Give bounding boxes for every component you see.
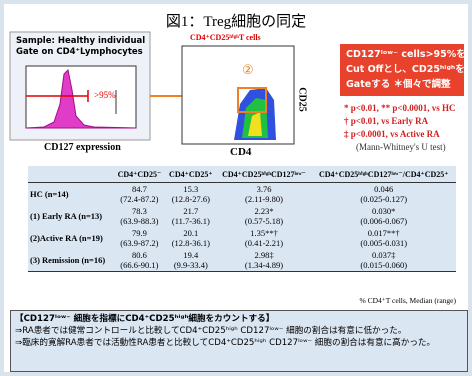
table-cell: 15.3(12.8-27.6): [165, 183, 216, 206]
table-row: (1) Early RA (n=13)78.3(63.9-88.3)21.7(1…: [28, 205, 456, 227]
callout-line: Cut Offとし、CD25ʰⁱᵍʰを: [346, 62, 466, 77]
table-cell: 2.23*(0.57-5.18): [217, 205, 312, 227]
cell-range: (0.005-0.031): [313, 238, 454, 248]
summary-box: 【CD127ˡᵒʷ⁻ 細胞を指標にCD4⁺CD25ʰⁱᵍʰ細胞をカウントする】 …: [10, 310, 468, 372]
stat-line: (Mann-Whitney's U test): [344, 141, 456, 154]
summary-heading: 【CD127ˡᵒʷ⁻ 細胞を指標にCD4⁺CD25ʰⁱᵍʰ細胞をカウントする】: [15, 313, 463, 325]
cell-range: (63.9-88.3): [116, 216, 163, 226]
sample-label: Sample: Healthy individual: [16, 36, 145, 46]
table-cell: 21.7(11.7-36.1): [165, 205, 216, 227]
header-row: CD4⁺CD25⁻CD4⁺CD25⁺CD4⁺CD25ʰⁱᵍʰCD127ˡᵒʷ⁻C…: [28, 166, 456, 183]
cell-value: 0.030*: [313, 206, 454, 216]
slide: 図1：Treg細胞の同定 Sample: Healthy individual …: [4, 4, 468, 372]
cell-value: 0.037‡: [313, 250, 454, 260]
header-cell: CD4⁺CD25⁻: [114, 166, 165, 183]
marker: ②: [242, 62, 254, 78]
cell-range: (1.34-4.89): [219, 260, 310, 270]
header-cell: CD4⁺CD25ʰⁱᵍʰCD127ˡᵒʷ⁻/CD4⁺CD25⁺: [311, 166, 456, 183]
table-cell: 2.98‡(1.34-4.89): [217, 249, 312, 272]
header-cell: [28, 166, 114, 183]
header-cell: CD4⁺CD25ʰⁱᵍʰCD127ˡᵒʷ⁻: [217, 166, 312, 183]
cell-range: (63.9-87.2): [116, 238, 163, 248]
cell-value: 79.9: [116, 228, 163, 238]
cell-value: 21.7: [167, 206, 214, 216]
stat-line: ‡ p<0.0001, vs Active RA: [344, 128, 456, 141]
page: {"title": "図1：Treg細胞の同定", "left_panel": …: [0, 0, 472, 376]
y-axis-label: CD25: [297, 87, 308, 111]
cell-value: 15.3: [167, 184, 214, 194]
table-cell: 20.1(12.8-36.1): [165, 227, 216, 249]
x-axis-label: CD127 expression: [44, 142, 121, 153]
table-cell: 79.9(63.9-87.2): [114, 227, 165, 249]
table-row: HC (n=14)84.7(72.4-87.2)15.3(12.8-27.6)3…: [28, 183, 456, 206]
cell-value: 3.76: [219, 184, 310, 194]
header-cell: CD4⁺CD25⁺: [165, 166, 216, 183]
callout-line: Gateする ＊個々で調整: [346, 77, 466, 92]
cell-range: (0.57-5.18): [219, 216, 310, 226]
cell-range: (11.7-36.1): [167, 216, 214, 226]
row-label: (2)Active RA (n=19): [28, 227, 114, 249]
cell-range: (72.4-87.2): [116, 194, 163, 204]
row-label: HC (n=14): [28, 183, 114, 206]
histogram-frame: [26, 66, 136, 128]
cell-value: 20.1: [167, 228, 214, 238]
cell-range: (9.9-33.4): [167, 260, 214, 270]
percent-label: >95%: [94, 90, 116, 100]
x-axis-label: CD4: [230, 146, 251, 158]
stat-line: † p<0.01, vs Early RA: [344, 115, 456, 128]
stats: * p<0.01, ** p<0.0001, vs HC † p<0.01, v…: [344, 102, 456, 154]
summary-point: ⇒臨床的寛解RA患者では活動性RA患者と比較してCD4⁺CD25ʰⁱᵍʰ CD1…: [15, 337, 463, 349]
cell-value: 78.3: [116, 206, 163, 216]
cell-range: (0.41-2.21): [219, 238, 310, 248]
row-label: (1) Early RA (n=13): [28, 205, 114, 227]
cell-range: (0.025-0.127): [313, 194, 454, 204]
summary-point: ⇒RA患者では健常コントロールと比較してCD4⁺CD25ʰⁱᵍʰ CD127ˡᵒ…: [15, 325, 463, 337]
gate-label: Gate on CD4⁺Lymphocytes: [16, 47, 143, 57]
cell-value: 84.7: [116, 184, 163, 194]
table-cell: 80.6(66.6-90.1): [114, 249, 165, 272]
dotplot-title: CD4⁺CD25ʰⁱᵍʰT cells: [190, 32, 261, 42]
cell-value: 1.35**†: [219, 228, 310, 238]
table-cell: 3.76(2.11-9.80): [217, 183, 312, 206]
results-table: CD4⁺CD25⁻CD4⁺CD25⁺CD4⁺CD25ʰⁱᵍʰCD127ˡᵒʷ⁻C…: [28, 166, 456, 272]
cell-value: 0.046: [313, 184, 454, 194]
table-row: (3) Remission (n=16)80.6(66.6-90.1)19.4(…: [28, 249, 456, 272]
table-cell: 0.017**†(0.005-0.031): [311, 227, 456, 249]
table-cell: 0.046(0.025-0.127): [311, 183, 456, 206]
callout: CD127ˡᵒʷ⁻ cells>95%を Cut Offとし、CD25ʰⁱᵍʰを…: [346, 47, 466, 92]
table-row: (2)Active RA (n=19)79.9(63.9-87.2)20.1(1…: [28, 227, 456, 249]
cell-value: 0.017**†: [313, 228, 454, 238]
callout-line: CD127ˡᵒʷ⁻ cells>95%を: [346, 47, 466, 62]
cell-range: (66.6-90.1): [116, 260, 163, 270]
cell-range: (12.8-27.6): [167, 194, 214, 204]
table-cell: 0.037‡(0.015-0.060): [311, 249, 456, 272]
cell-value: 19.4: [167, 250, 214, 260]
cell-range: (0.015-0.060): [313, 260, 454, 270]
cell-range: (12.8-36.1): [167, 238, 214, 248]
cell-value: 2.23*: [219, 206, 310, 216]
table-cell: 78.3(63.9-88.3): [114, 205, 165, 227]
table-cell: 84.7(72.4-87.2): [114, 183, 165, 206]
cell-value: 2.98‡: [219, 250, 310, 260]
cell-range: (0.006-0.067): [313, 216, 454, 226]
cell-value: 80.6: [116, 250, 163, 260]
cell-range: (2.11-9.80): [219, 194, 310, 204]
stat-line: * p<0.01, ** p<0.0001, vs HC: [344, 102, 456, 115]
table-cell: 1.35**†(0.41-2.21): [217, 227, 312, 249]
row-label: (3) Remission (n=16): [28, 249, 114, 272]
table-cell: 19.4(9.9-33.4): [165, 249, 216, 272]
table-cell: 0.030*(0.006-0.067): [311, 205, 456, 227]
table-footnote: % CD4⁺T cells, Median (range): [359, 296, 456, 305]
